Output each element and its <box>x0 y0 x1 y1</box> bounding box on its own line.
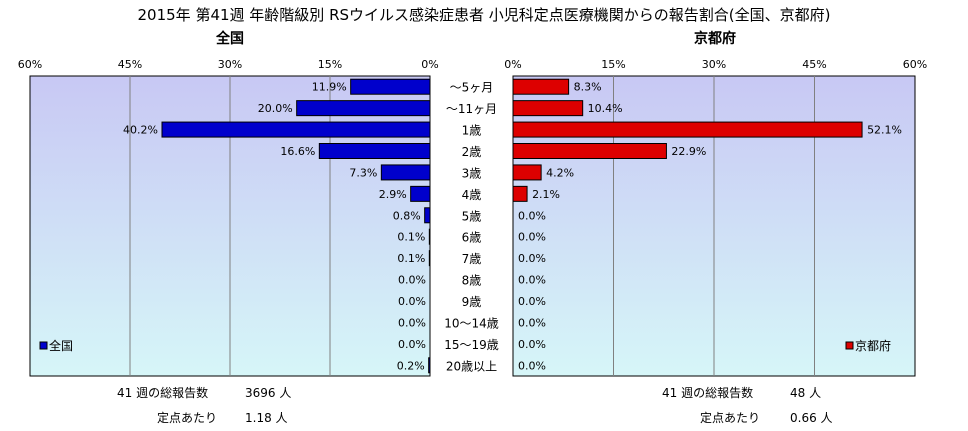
right-per-label: 定点あたり <box>700 411 761 425</box>
right-data-label: 2.1% <box>532 188 560 201</box>
left-bar <box>428 228 431 245</box>
left-total-value: 3696 人 <box>245 386 292 400</box>
right-data-label: 22.9% <box>671 145 706 158</box>
left-data-label: 0.0% <box>398 295 426 308</box>
left-per-value: 1.18 人 <box>245 411 288 425</box>
left-data-label: 20.0% <box>258 102 293 115</box>
left-data-label: 40.2% <box>123 124 158 137</box>
category-label: 9歳 <box>462 295 482 309</box>
right-data-label: 0.0% <box>518 231 546 244</box>
right-data-label: 0.0% <box>518 209 546 222</box>
right-data-label: 0.0% <box>518 252 546 265</box>
right-bar <box>512 185 528 202</box>
category-label: 1歳 <box>462 124 482 138</box>
right-bar <box>512 164 542 181</box>
right-tick-label: 30% <box>702 58 726 71</box>
left-bar <box>318 143 431 159</box>
category-label: 8歳 <box>462 274 482 288</box>
right-total-label: 41 週の総報告数 <box>662 386 754 400</box>
left-total-label: 41 週の総報告数 <box>117 386 209 400</box>
right-data-label: 52.1% <box>867 124 902 137</box>
left-data-label: 0.1% <box>397 231 425 244</box>
left-bar <box>380 164 431 181</box>
left-legend-label: 全国 <box>49 338 73 353</box>
category-label: 3歳 <box>462 166 482 180</box>
category-label: 4歳 <box>462 188 482 202</box>
left-tick-label: 30% <box>218 58 242 71</box>
left-panel-title: 全国 <box>215 30 244 47</box>
left-tick-label: 15% <box>318 58 342 71</box>
right-bar <box>512 143 667 159</box>
right-legend-label: 京都府 <box>855 338 891 353</box>
left-data-label: 0.0% <box>398 274 426 287</box>
left-bar <box>350 78 431 95</box>
left-bar <box>428 357 431 374</box>
right-per-value: 0.66 人 <box>790 411 833 425</box>
right-data-label: 4.2% <box>546 166 574 179</box>
category-label: 10～14歳 <box>444 316 499 330</box>
left-data-label: 0.0% <box>398 316 426 329</box>
left-tick-label: 0% <box>421 58 438 71</box>
right-legend-swatch <box>845 341 854 350</box>
left-data-label: 0.8% <box>393 209 421 222</box>
right-data-label: 0.0% <box>518 359 546 372</box>
left-bar <box>161 121 431 138</box>
right-bar <box>512 78 570 95</box>
left-per-label: 定点あたり <box>157 411 218 425</box>
right-tick-label: 60% <box>903 58 927 71</box>
category-label: 15～19歳 <box>444 338 499 352</box>
right-data-label: 10.4% <box>588 102 623 115</box>
right-bar <box>512 100 584 117</box>
category-label: 2歳 <box>462 145 482 159</box>
left-data-label: 0.1% <box>397 252 425 265</box>
category-label: 5歳 <box>462 209 482 223</box>
right-tick-label: 0% <box>504 58 521 71</box>
left-data-label: 0.2% <box>397 359 425 372</box>
right-data-label: 0.0% <box>518 338 546 351</box>
right-bar <box>512 121 863 138</box>
category-label: 6歳 <box>462 231 482 245</box>
left-bar <box>428 250 431 267</box>
category-label: ～5ヶ月 <box>450 81 494 95</box>
left-bar <box>410 185 431 202</box>
right-data-label: 8.3% <box>574 81 602 94</box>
left-bar <box>424 207 431 224</box>
category-label: ～11ヶ月 <box>446 102 497 116</box>
left-tick-label: 45% <box>118 58 142 71</box>
left-bar <box>296 100 431 117</box>
left-data-label: 11.9% <box>312 81 347 94</box>
right-tick-label: 45% <box>802 58 826 71</box>
right-tick-label: 15% <box>601 58 625 71</box>
category-label: 20歳以上 <box>446 359 497 373</box>
right-data-label: 0.0% <box>518 316 546 329</box>
right-panel-title: 京都府 <box>694 30 736 47</box>
left-tick-label: 60% <box>18 58 42 71</box>
left-data-label: 7.3% <box>349 166 377 179</box>
right-data-label: 0.0% <box>518 274 546 287</box>
left-data-label: 0.0% <box>398 338 426 351</box>
left-legend-swatch <box>39 341 48 350</box>
category-label: 7歳 <box>462 252 482 266</box>
left-data-label: 16.6% <box>280 145 315 158</box>
right-data-label: 0.0% <box>518 295 546 308</box>
left-data-label: 2.9% <box>379 188 407 201</box>
right-total-value: 48 人 <box>790 386 822 400</box>
chart-title: 2015年 第41週 年齢階級別 RSウイルス感染症患者 小児科定点医療機関から… <box>138 6 831 24</box>
